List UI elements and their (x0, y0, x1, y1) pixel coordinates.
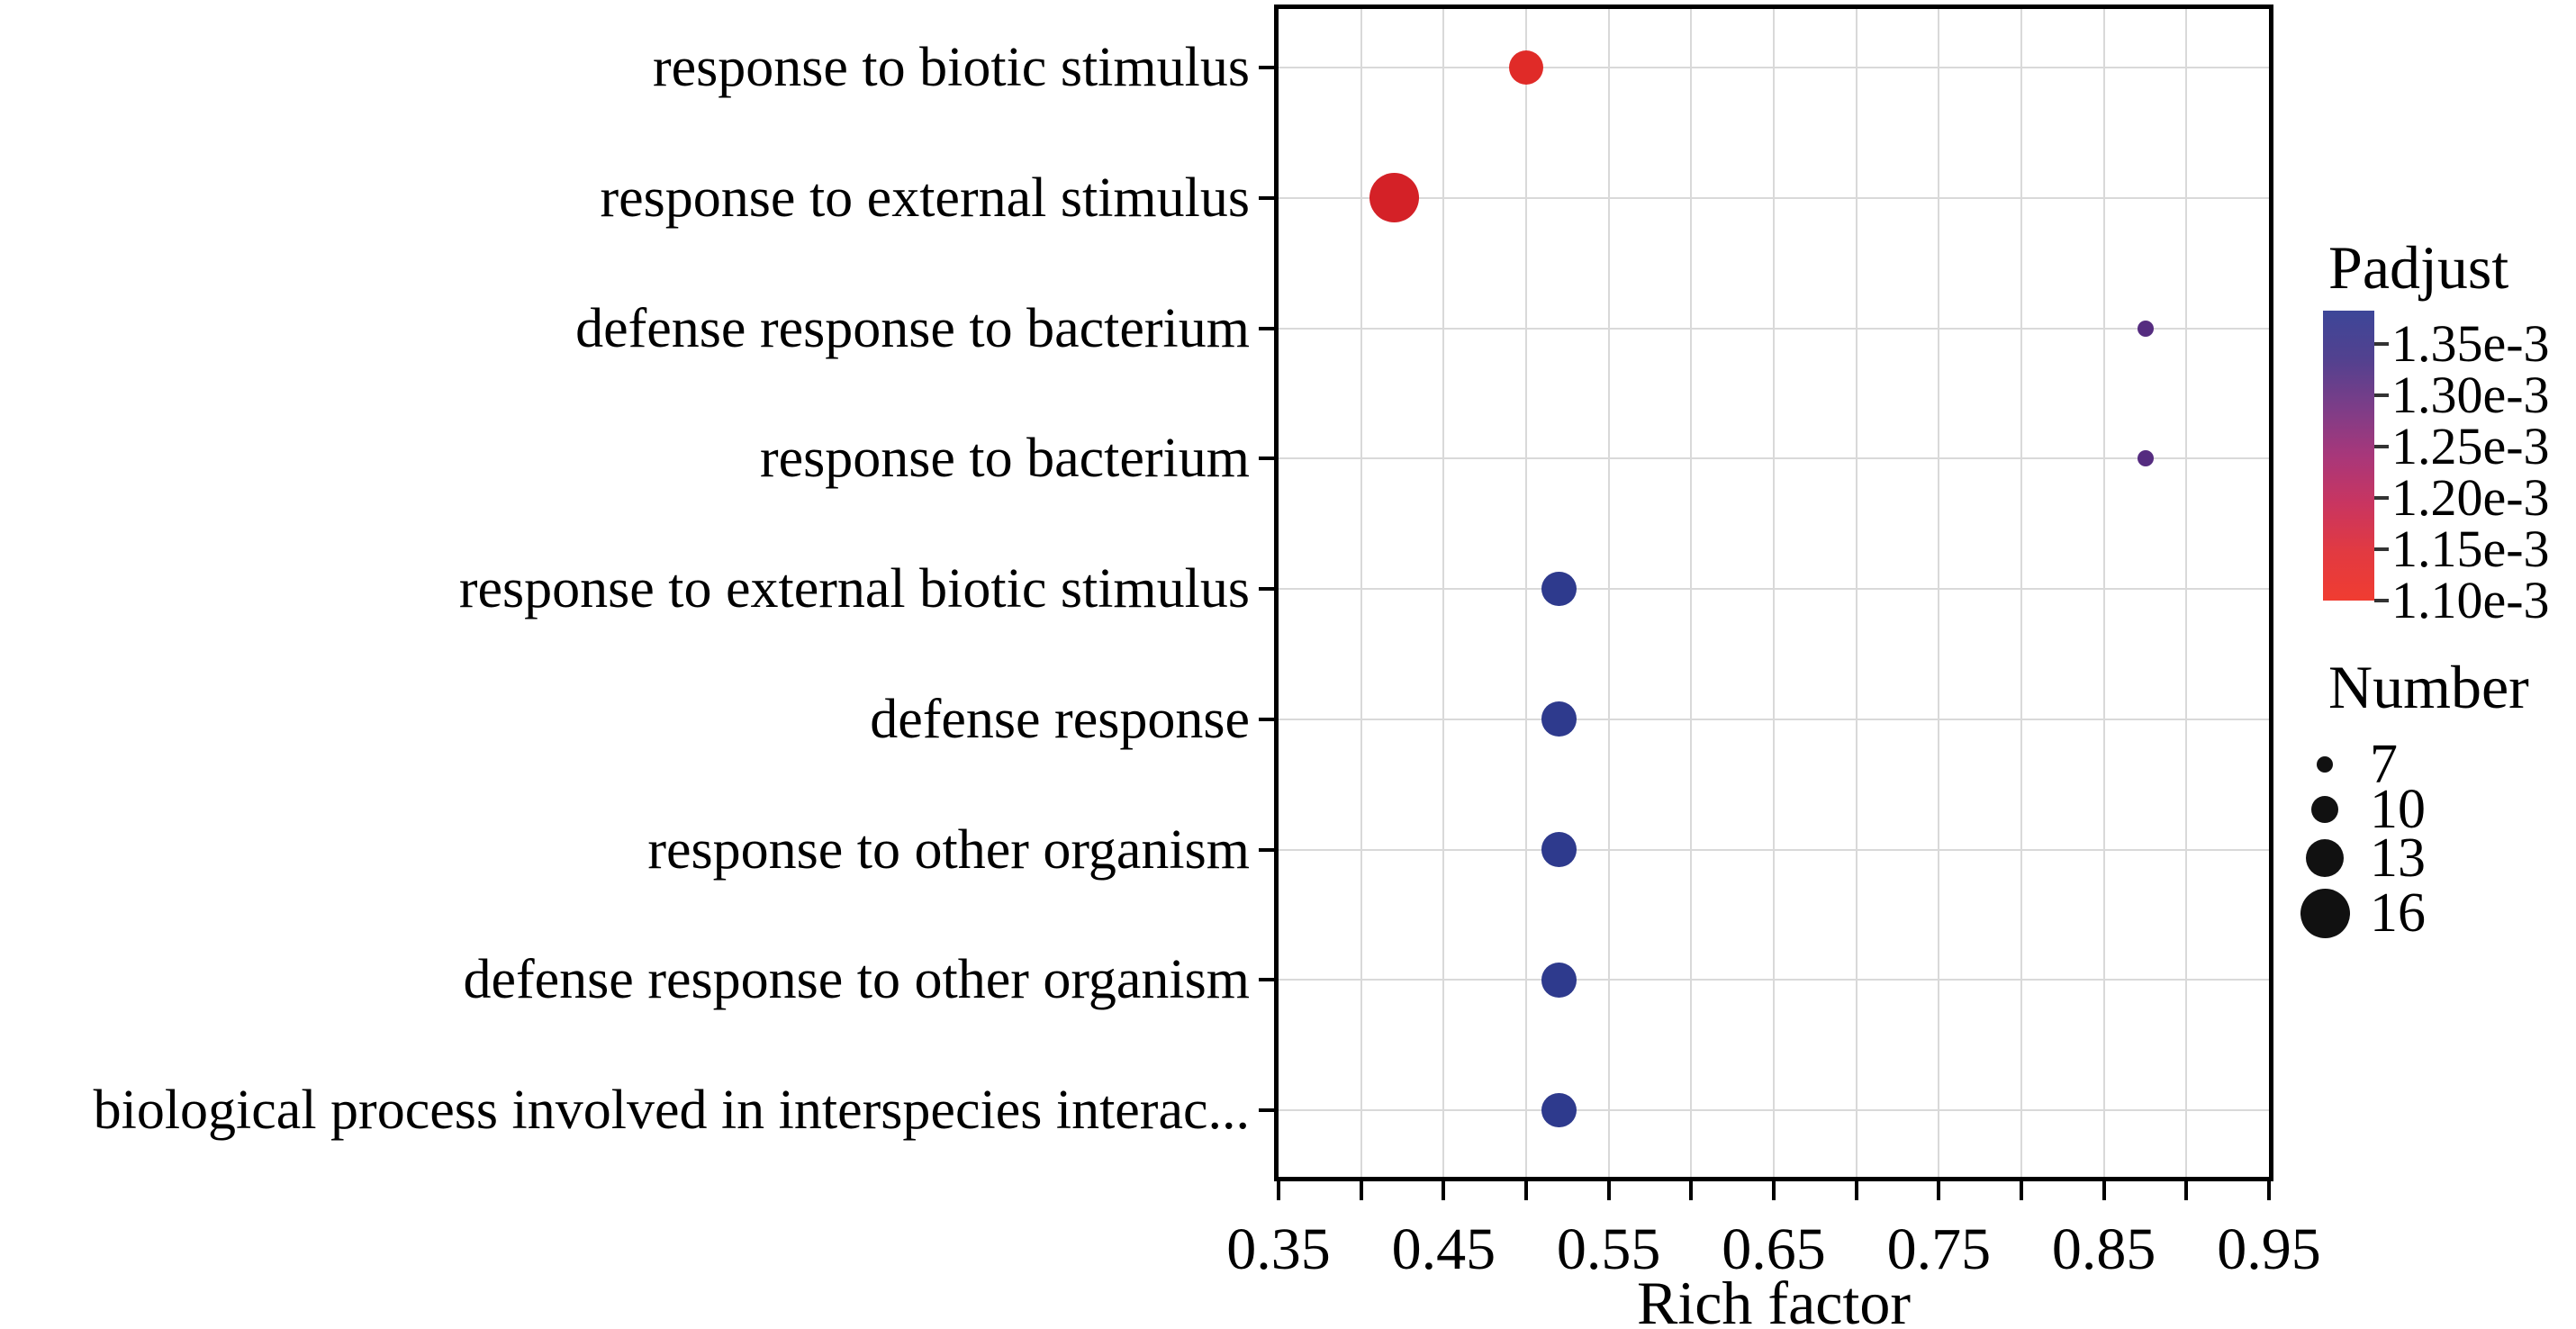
colorbar-tick-label: 1.25e-3 (2391, 417, 2550, 475)
y-axis-category-label: response to biotic stimulus (652, 37, 1250, 98)
x-axis-tick-label: 0.65 (1722, 1216, 1826, 1282)
y-axis-tick (1259, 457, 1279, 461)
padjust-legend-title: Padjust (2328, 233, 2509, 302)
legend-size-label: 16 (2370, 882, 2426, 944)
x-axis-tick-label: 0.75 (1886, 1216, 1992, 1282)
gridline-vertical (1855, 9, 1857, 1177)
colorbar-tick (2374, 599, 2389, 602)
y-axis-category-label: response to external stimulus (600, 167, 1250, 229)
gridline-vertical (1360, 9, 1362, 1177)
data-point-dot (1508, 50, 1544, 86)
x-axis-tick-label: 0.95 (2217, 1216, 2321, 1282)
gridline-vertical (1938, 9, 1940, 1177)
y-axis-tick (1259, 326, 1279, 330)
gridline-vertical (1773, 9, 1775, 1177)
x-axis-tick (1442, 1177, 1446, 1200)
data-point-dot (1541, 832, 1577, 867)
x-axis-tick (2184, 1177, 2189, 1200)
legend-size-dot (2300, 888, 2350, 938)
legend-size-label: 7 (2370, 734, 2398, 795)
y-axis-category-label: biological process involved in interspec… (93, 1080, 1250, 1141)
gridline-vertical (1607, 9, 1610, 1177)
x-axis-tick (1937, 1177, 1941, 1200)
colorbar-tick (2374, 496, 2389, 500)
y-axis-category-label: response to bacterium (759, 428, 1250, 490)
y-axis-tick (1259, 66, 1279, 69)
x-axis-tick (1854, 1177, 1858, 1200)
legend-size-dot (2305, 838, 2345, 878)
data-point-dot (1541, 1092, 1577, 1128)
colorbar-tick-label: 1.35e-3 (2391, 314, 2550, 373)
x-axis-tick (2020, 1177, 2023, 1200)
gridline-vertical (2020, 9, 2022, 1177)
data-point-dot (2137, 320, 2154, 337)
legend-size-label: 10 (2370, 779, 2426, 840)
data-point-dot (1369, 173, 1419, 223)
y-axis-category-label: response to external biotic stimulus (458, 558, 1250, 619)
gridline-vertical (1525, 9, 1527, 1177)
y-axis-category-label: defense response to other organism (463, 949, 1250, 1011)
x-axis-tick (2267, 1177, 2271, 1200)
gridline-vertical (1442, 9, 1445, 1177)
y-axis-tick (1259, 587, 1279, 591)
x-axis-tick-label: 0.35 (1226, 1216, 1331, 1282)
y-axis-tick (1259, 1108, 1279, 1112)
x-axis-tick-label: 0.45 (1391, 1216, 1496, 1282)
y-axis-category-label: response to other organism (647, 818, 1250, 881)
colorbar-tick (2374, 342, 2389, 346)
x-axis-tick (2101, 1177, 2106, 1200)
number-legend-title: Number (2328, 653, 2529, 721)
legend-size-dot (2310, 795, 2339, 824)
colorbar-tick-label: 1.10e-3 (2391, 571, 2550, 629)
data-point-dot (1541, 962, 1577, 998)
x-axis-tick-label: 0.85 (2051, 1216, 2156, 1282)
legend-size-dot (2317, 756, 2333, 773)
x-axis-tick (1689, 1177, 1694, 1200)
data-point-dot (1541, 571, 1577, 607)
gridline-vertical (2185, 9, 2188, 1177)
x-axis-tick (1359, 1177, 1363, 1200)
y-axis-category-label: defense response (870, 688, 1250, 750)
x-axis-tick-label: 0.55 (1556, 1216, 1661, 1282)
colorbar-tick (2374, 393, 2389, 397)
colorbar-tick-label: 1.15e-3 (2391, 520, 2550, 578)
y-axis-tick (1259, 847, 1279, 852)
colorbar-tick (2374, 445, 2389, 448)
x-axis-tick (1277, 1177, 1280, 1200)
y-axis-tick (1259, 717, 1279, 721)
colorbar-tick (2374, 547, 2389, 551)
y-axis-category-label: defense response to bacterium (575, 297, 1250, 359)
y-axis-tick (1259, 195, 1279, 200)
legend-size-label: 13 (2370, 827, 2426, 889)
x-axis-tick (1606, 1177, 1611, 1200)
padjust-colorbar (2323, 311, 2374, 601)
data-point-dot (1541, 701, 1577, 737)
colorbar-tick-label: 1.30e-3 (2391, 366, 2550, 424)
x-axis-tick (1524, 1177, 1528, 1200)
y-axis-tick (1259, 978, 1279, 982)
colorbar-tick-label: 1.20e-3 (2391, 468, 2550, 527)
data-point-dot (2137, 450, 2154, 467)
gridline-vertical (1690, 9, 1693, 1177)
x-axis-tick (1772, 1177, 1776, 1200)
x-axis-title: Rich factor (1637, 1269, 1911, 1329)
gridline-vertical (2102, 9, 2105, 1177)
